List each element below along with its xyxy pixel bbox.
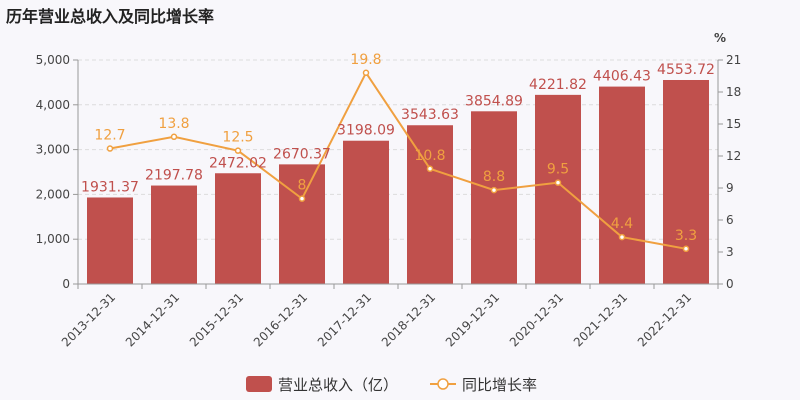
x-axis-tick-label: 2017-12-31 xyxy=(315,290,374,349)
bar-value-label: 4221.82 xyxy=(529,77,587,93)
x-axis-tick-label: 2018-12-31 xyxy=(379,290,438,349)
bar-value-label: 2472.02 xyxy=(209,155,267,171)
legend-bar-swatch[interactable] xyxy=(246,376,272,392)
bar-value-label: 4406.43 xyxy=(593,69,651,85)
line-value-label: 8 xyxy=(298,178,307,194)
line-point[interactable] xyxy=(554,179,562,186)
line-point[interactable] xyxy=(106,145,114,152)
line-point[interactable] xyxy=(362,69,370,77)
bar-value-label: 3854.89 xyxy=(465,93,523,109)
line-value-label: 10.8 xyxy=(414,148,445,164)
line-value-label: 13.8 xyxy=(158,116,189,132)
line-point[interactable] xyxy=(234,147,242,154)
line-value-label: 19.8 xyxy=(350,52,381,68)
left-axis-tick-label: 3,000 xyxy=(36,143,70,157)
x-axis-tick-label: 2015-12-31 xyxy=(187,290,246,349)
x-axis-tick-label: 2021-12-31 xyxy=(571,290,630,349)
bar[interactable] xyxy=(215,173,261,284)
legend: 营业总收入（亿） 同比增长率 xyxy=(246,376,537,394)
right-axis-tick-label: 18 xyxy=(726,85,741,99)
x-axis-tick-label: 2016-12-31 xyxy=(251,290,310,349)
bar[interactable] xyxy=(599,86,645,284)
right-axis-unit: % xyxy=(714,31,726,45)
bar-series xyxy=(87,79,709,285)
right-axis-tick-label: 3 xyxy=(726,245,734,259)
bar-value-label: 3543.63 xyxy=(401,107,459,123)
legend-line-label[interactable]: 同比增长率 xyxy=(462,376,537,394)
line-value-label: 4.4 xyxy=(611,216,633,232)
left-axis-tick-label: 2,000 xyxy=(36,187,70,201)
line-point[interactable] xyxy=(426,165,434,173)
line-point[interactable] xyxy=(298,195,306,202)
growth-line xyxy=(109,70,687,250)
bar[interactable] xyxy=(535,94,581,285)
right-axis-tick-label: 6 xyxy=(726,213,734,227)
bar[interactable] xyxy=(87,197,133,284)
line-point[interactable] xyxy=(490,186,498,194)
right-axis-tick-label: 9 xyxy=(726,181,734,195)
x-axis-tick-label: 2013-12-31 xyxy=(59,290,118,349)
bar[interactable] xyxy=(151,185,197,284)
bar-value-label: 2670.37 xyxy=(273,146,331,162)
line-value-label: 8.8 xyxy=(483,169,505,185)
bar[interactable] xyxy=(663,79,709,284)
legend-line-marker[interactable] xyxy=(437,378,449,390)
data-labels: 1931.37 2197.78 2472.02 2670.37 3198.09 3543.… xyxy=(81,52,715,244)
x-axis-tick-label: 2014-12-31 xyxy=(123,290,182,349)
x-axis-tick-label: 2019-12-31 xyxy=(443,290,502,349)
right-axis-tick-label: 12 xyxy=(726,149,741,163)
line-value-label: 12.7 xyxy=(94,128,125,144)
legend-bar-label[interactable]: 营业总收入（亿） xyxy=(278,376,398,394)
bar-value-label: 3198.09 xyxy=(337,123,395,139)
line-point[interactable] xyxy=(618,233,626,241)
bar[interactable] xyxy=(279,164,325,284)
right-axis-tick-label: 21 xyxy=(726,53,741,67)
line-point[interactable] xyxy=(682,245,690,253)
line-point[interactable] xyxy=(170,133,178,141)
line-value-label: 12.5 xyxy=(222,130,253,146)
bar-value-label: 1931.37 xyxy=(81,179,139,195)
left-axis-tick-label: 5,000 xyxy=(36,53,70,67)
bar[interactable] xyxy=(471,111,517,284)
right-axis-tick-label: 15 xyxy=(726,117,741,131)
right-axis-tick-label: 0 xyxy=(726,277,734,291)
line-series xyxy=(106,69,690,253)
left-axis-tick-label: 1,000 xyxy=(36,232,70,246)
x-axis-tick-label: 2020-12-31 xyxy=(507,290,566,349)
bar-value-label: 2197.78 xyxy=(145,168,203,184)
bar[interactable] xyxy=(343,140,389,284)
chart-title: 历年营业总收入及同比增长率 xyxy=(6,7,214,26)
left-axis-tick-label: 4,000 xyxy=(36,98,70,112)
bar[interactable] xyxy=(407,125,453,284)
line-value-label: 3.3 xyxy=(675,228,697,244)
line-value-label: 9.5 xyxy=(547,162,569,178)
bar-value-label: 4553.72 xyxy=(657,62,715,78)
left-axis-tick-label: 0 xyxy=(62,277,70,291)
x-axis-tick-label: 2022-12-31 xyxy=(635,290,694,349)
